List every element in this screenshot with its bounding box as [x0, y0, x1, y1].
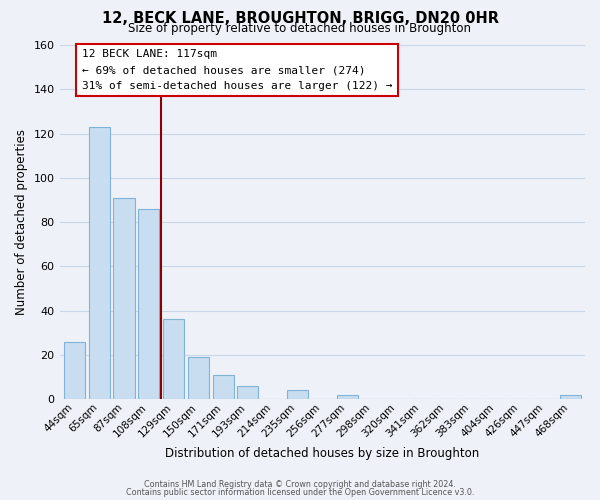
- Text: Contains HM Land Registry data © Crown copyright and database right 2024.: Contains HM Land Registry data © Crown c…: [144, 480, 456, 489]
- Text: 12 BECK LANE: 117sqm
← 69% of detached houses are smaller (274)
31% of semi-deta: 12 BECK LANE: 117sqm ← 69% of detached h…: [82, 50, 392, 90]
- Text: Contains public sector information licensed under the Open Government Licence v3: Contains public sector information licen…: [126, 488, 474, 497]
- Bar: [89, 127, 110, 399]
- X-axis label: Distribution of detached houses by size in Broughton: Distribution of detached houses by size …: [165, 447, 479, 460]
- Bar: [188, 357, 209, 399]
- Bar: [560, 394, 581, 399]
- Bar: [113, 198, 134, 399]
- Bar: [163, 320, 184, 399]
- Bar: [64, 342, 85, 399]
- Bar: [337, 394, 358, 399]
- Bar: [212, 374, 233, 399]
- Text: Size of property relative to detached houses in Broughton: Size of property relative to detached ho…: [128, 22, 472, 35]
- Bar: [138, 208, 160, 399]
- Bar: [287, 390, 308, 399]
- Bar: [238, 386, 259, 399]
- Text: 12, BECK LANE, BROUGHTON, BRIGG, DN20 0HR: 12, BECK LANE, BROUGHTON, BRIGG, DN20 0H…: [101, 11, 499, 26]
- Y-axis label: Number of detached properties: Number of detached properties: [15, 129, 28, 315]
